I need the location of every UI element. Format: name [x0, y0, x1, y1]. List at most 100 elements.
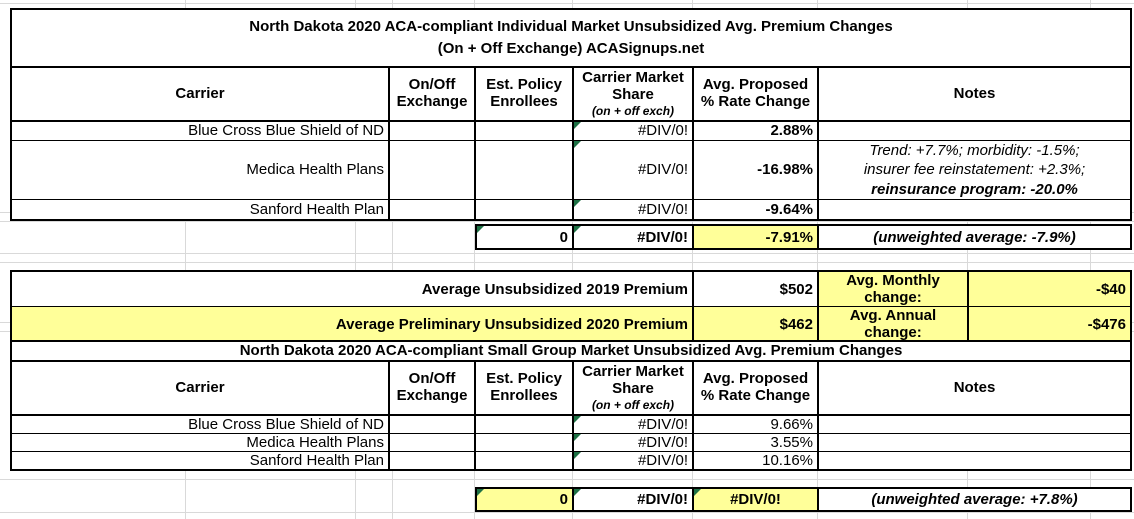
notes-cell[interactable] [816, 199, 1133, 221]
gridline [355, 0, 356, 519]
on-off-cell[interactable] [388, 433, 476, 453]
header-share-label: Carrier Market Share [582, 69, 684, 103]
enrollees-cell[interactable] [474, 120, 574, 141]
carrier-cell[interactable]: Sanford Health Plan [10, 451, 390, 471]
error-indicator-icon [575, 434, 581, 442]
change-label-cell[interactable]: Avg. Monthly change: [817, 270, 969, 307]
total-enrollees-cell[interactable]: 0 [475, 224, 574, 250]
rate-change-cell[interactable]: -9.64% [692, 199, 819, 221]
header-est-policy-enrollees[interactable]: Est. Policy Enrollees [474, 65, 574, 123]
error-indicator-icon [695, 489, 701, 496]
small-group-totals: 0 #DIV/0! #DIV/0! (unweighted average: +… [475, 487, 1132, 512]
table-row: Blue Cross Blue Shield of ND #DIV/0! 2.8… [10, 120, 1133, 141]
header-carrier-market-share[interactable]: Carrier Market Share (on + off exch) [572, 65, 694, 123]
enrollees-cell[interactable] [474, 451, 574, 471]
gridline [185, 0, 186, 519]
gridline [0, 262, 1134, 263]
market-share-cell[interactable]: #DIV/0! [572, 414, 694, 435]
note-line: Trend: +7.7%; morbidity: -1.5%; [869, 141, 1080, 159]
table-row: Average Preliminary Unsubsidized 2020 Pr… [10, 306, 1132, 343]
market-share-cell[interactable]: #DIV/0! [572, 139, 694, 201]
gridline [0, 253, 1134, 254]
carrier-cell[interactable]: Blue Cross Blue Shield of ND [10, 414, 390, 435]
header-on-off-exchange[interactable]: On/Off Exchange [388, 65, 476, 123]
rate-change-cell[interactable]: 9.66% [692, 414, 819, 435]
note-line: reinsurance program: -20.0% [871, 180, 1078, 198]
notes-cell[interactable] [816, 120, 1133, 141]
unweighted-average-note[interactable]: (unweighted average: +7.8%) [817, 487, 1132, 512]
rate-change-cell[interactable]: 2.88% [692, 120, 819, 141]
notes-cell[interactable] [816, 414, 1133, 435]
enrollees-cell[interactable] [474, 414, 574, 435]
header-rate-change[interactable]: Avg. Proposed % Rate Change [692, 65, 819, 123]
individual-market-title-cell[interactable]: North Dakota 2020 ACA-compliant Individu… [9, 8, 1133, 68]
gridline [474, 0, 475, 519]
header-carrier[interactable]: Carrier [10, 359, 390, 417]
header-est-policy-enrollees[interactable]: Est. Policy Enrollees [474, 359, 574, 417]
carrier-cell[interactable]: Medica Health Plans [10, 139, 390, 201]
table-row: Average Unsubsidized 2019 Premium $502 A… [10, 270, 1132, 307]
summary-label-cell[interactable]: Average Preliminary Unsubsidized 2020 Pr… [10, 306, 694, 343]
table-row: Medica Health Plans #DIV/0! 3.55% [10, 433, 1133, 453]
market-share-cell[interactable]: #DIV/0! [572, 120, 694, 141]
rate-change-cell[interactable]: 3.55% [692, 433, 819, 453]
error-indicator-icon [478, 489, 484, 496]
rate-change-cell[interactable]: 10.16% [692, 451, 819, 471]
gridline [0, 221, 1134, 222]
carrier-cell[interactable]: Sanford Health Plan [10, 199, 390, 221]
total-enrollees-cell[interactable]: 0 [475, 487, 574, 512]
enrollees-cell[interactable] [474, 433, 574, 453]
enrollees-cell[interactable] [474, 139, 574, 201]
small-group-market-table: North Dakota 2020 ACA-compliant Small Gr… [9, 340, 1133, 472]
market-share-cell[interactable]: #DIV/0! [572, 451, 694, 471]
error-indicator-icon [478, 226, 484, 233]
table-row: Medica Health Plans #DIV/0! -16.98% Tren… [10, 139, 1133, 201]
gridline [1090, 0, 1091, 519]
change-label-cell[interactable]: Avg. Annual change: [817, 306, 969, 343]
header-rate-change[interactable]: Avg. Proposed % Rate Change [692, 359, 819, 417]
on-off-cell[interactable] [388, 139, 476, 201]
error-indicator-icon [575, 141, 581, 148]
on-off-cell[interactable] [388, 451, 476, 471]
notes-cell[interactable] [816, 433, 1133, 453]
header-carrier-market-share[interactable]: Carrier Market Share (on + off exch) [572, 359, 694, 417]
carrier-cell[interactable]: Medica Health Plans [10, 433, 390, 453]
total-market-share-cell[interactable]: #DIV/0! [572, 487, 694, 512]
header-share-label: Carrier Market Share [582, 363, 684, 397]
header-notes[interactable]: Notes [816, 65, 1133, 123]
carrier-cell[interactable]: Blue Cross Blue Shield of ND [10, 120, 390, 141]
header-on-off-exchange[interactable]: On/Off Exchange [388, 359, 476, 417]
change-value-cell[interactable]: -$476 [967, 306, 1132, 343]
notes-cell[interactable]: Trend: +7.7%; morbidity: -1.5%; insurer … [816, 139, 1133, 201]
gridline [572, 0, 573, 519]
total-rate-change-cell[interactable]: #DIV/0! [692, 487, 819, 512]
market-share-cell[interactable]: #DIV/0! [572, 199, 694, 221]
on-off-cell[interactable] [388, 199, 476, 221]
notes-cell[interactable] [816, 451, 1133, 471]
note-line: insurer fee reinstatement: +2.3%; [863, 161, 1086, 179]
error-indicator-icon [575, 416, 581, 424]
error-indicator-icon [575, 489, 581, 496]
enrollees-cell[interactable] [474, 199, 574, 221]
summary-value-cell[interactable]: $462 [692, 306, 819, 343]
total-rate-change-cell[interactable]: -7.91% [692, 224, 819, 250]
total-market-share-cell[interactable]: #DIV/0! [572, 224, 694, 250]
unweighted-average-note[interactable]: (unweighted average: -7.9%) [817, 224, 1132, 250]
summary-value-cell[interactable]: $502 [692, 270, 819, 307]
on-off-cell[interactable] [388, 120, 476, 141]
change-value-cell[interactable]: -$40 [967, 270, 1132, 307]
gridline [0, 512, 1134, 513]
market-share-cell[interactable]: #DIV/0! [572, 433, 694, 453]
summary-label-cell[interactable]: Average Unsubsidized 2019 Premium [10, 270, 694, 307]
rate-change-cell[interactable]: -16.98% [692, 139, 819, 201]
gridline [392, 0, 393, 519]
title-line: North Dakota 2020 ACA-compliant Small Gr… [239, 341, 903, 359]
header-notes[interactable]: Notes [816, 359, 1133, 417]
small-group-title-cell[interactable]: North Dakota 2020 ACA-compliant Small Gr… [9, 340, 1133, 362]
individual-market-table: North Dakota 2020 ACA-compliant Individu… [9, 8, 1133, 221]
header-carrier[interactable]: Carrier [10, 65, 390, 123]
header-share-sublabel: (on + off exch) [591, 103, 675, 118]
individual-market-totals: 0 #DIV/0! -7.91% (unweighted average: -7… [475, 224, 1132, 250]
on-off-cell[interactable] [388, 414, 476, 435]
